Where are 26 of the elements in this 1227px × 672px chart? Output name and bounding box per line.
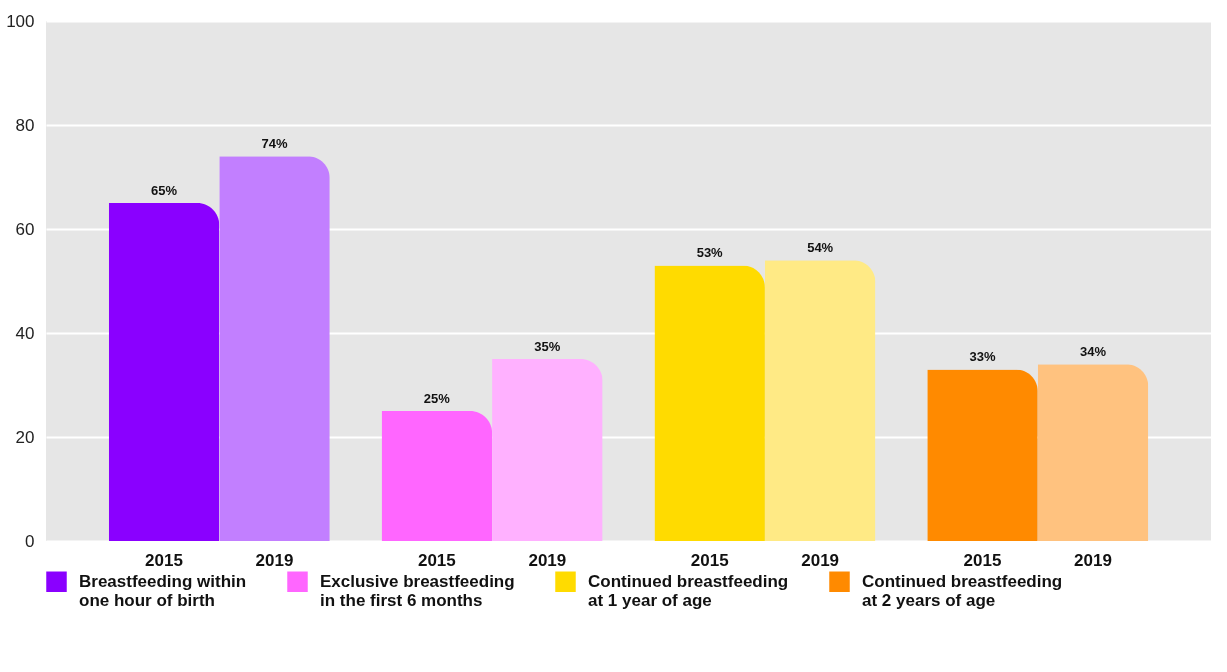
y-tick-label: 80 <box>15 115 35 135</box>
data-label: 34% <box>1079 344 1107 360</box>
y-tick-label: 100 <box>6 11 35 31</box>
y-tick-label: 20 <box>15 427 35 447</box>
x-tick-label: 2019 <box>255 551 294 570</box>
data-label: 54% <box>807 240 834 256</box>
data-label: 25% <box>423 391 451 406</box>
x-tick-label: 2015 <box>690 551 729 570</box>
y-tick-label: 0 <box>25 531 35 551</box>
x-tick-label: 2015 <box>417 551 456 570</box>
legend-label: Continued breastfeeding at 2 years of age <box>862 571 1063 610</box>
x-tick-label: 2015 <box>145 551 183 570</box>
x-tick-label: 2015 <box>963 551 1002 570</box>
legend-label: Continued breastfeeding at 1 year of age <box>588 571 789 610</box>
legend-label: Exclusive breastfeeding in the first 6 months <box>320 571 515 610</box>
data-label: 53% <box>696 245 724 261</box>
data-label: 65% <box>150 183 178 198</box>
x-tick-label: 2019 <box>801 551 840 570</box>
y-tick-label: 40 <box>15 323 35 343</box>
x-tick-label: 2019 <box>528 551 567 570</box>
legend-label: Breastfeeding within one hour of birth <box>79 571 247 610</box>
data-label: 33% <box>969 349 996 365</box>
x-tick-label: 2019 <box>1074 551 1112 570</box>
y-tick-label: 60 <box>15 219 35 239</box>
data-label: 35% <box>534 339 561 354</box>
data-label: 74% <box>261 136 288 152</box>
